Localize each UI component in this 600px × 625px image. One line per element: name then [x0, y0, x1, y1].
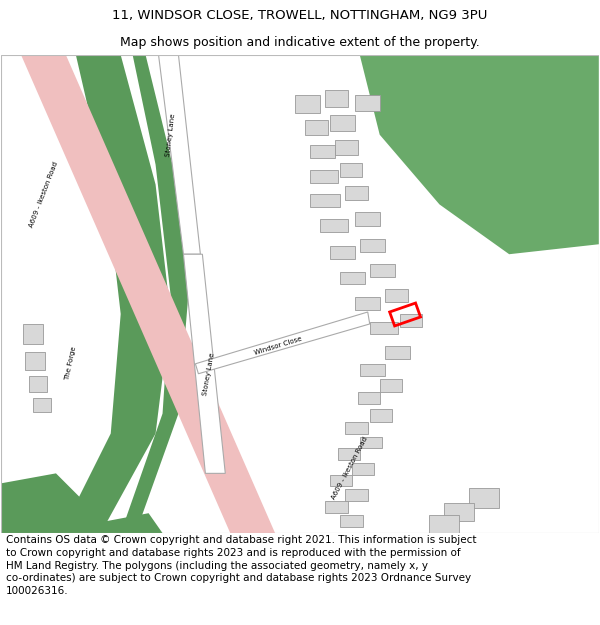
- Polygon shape: [445, 503, 475, 521]
- Polygon shape: [56, 55, 170, 533]
- Polygon shape: [305, 120, 328, 134]
- Polygon shape: [109, 55, 188, 533]
- Text: 11, WINDSOR CLOSE, TROWELL, NOTTINGHAM, NG9 3PU: 11, WINDSOR CLOSE, TROWELL, NOTTINGHAM, …: [112, 9, 488, 22]
- Text: The Forge: The Forge: [64, 346, 77, 381]
- Polygon shape: [158, 55, 200, 254]
- Polygon shape: [33, 398, 51, 412]
- Polygon shape: [352, 463, 374, 476]
- Polygon shape: [1, 473, 91, 533]
- Polygon shape: [184, 254, 225, 473]
- Polygon shape: [21, 55, 275, 533]
- Polygon shape: [340, 272, 365, 284]
- Polygon shape: [310, 144, 335, 158]
- Polygon shape: [370, 264, 395, 277]
- Polygon shape: [345, 489, 368, 501]
- Text: Stoney Lane: Stoney Lane: [202, 352, 215, 396]
- Polygon shape: [295, 95, 320, 112]
- Polygon shape: [29, 376, 47, 392]
- Polygon shape: [360, 239, 385, 252]
- Polygon shape: [196, 312, 370, 374]
- Polygon shape: [340, 515, 363, 527]
- Polygon shape: [385, 289, 407, 302]
- Polygon shape: [360, 436, 382, 449]
- Polygon shape: [310, 169, 338, 182]
- Polygon shape: [310, 194, 340, 208]
- Polygon shape: [345, 421, 368, 434]
- Polygon shape: [400, 314, 422, 327]
- Polygon shape: [340, 162, 362, 176]
- Polygon shape: [325, 90, 348, 107]
- Polygon shape: [330, 476, 352, 486]
- Text: Stoney Lane: Stoney Lane: [165, 112, 176, 157]
- Polygon shape: [23, 324, 43, 344]
- Polygon shape: [370, 409, 392, 421]
- Polygon shape: [360, 364, 385, 376]
- Polygon shape: [358, 392, 380, 404]
- Polygon shape: [355, 95, 380, 111]
- Polygon shape: [25, 352, 45, 370]
- Polygon shape: [360, 55, 599, 254]
- Polygon shape: [370, 322, 398, 334]
- Text: Windsor Close: Windsor Close: [254, 336, 302, 356]
- Polygon shape: [335, 139, 358, 154]
- Text: Map shows position and indicative extent of the property.: Map shows position and indicative extent…: [120, 36, 480, 49]
- Polygon shape: [385, 346, 410, 359]
- Polygon shape: [355, 213, 380, 226]
- Polygon shape: [325, 501, 348, 513]
- Polygon shape: [345, 186, 368, 201]
- Polygon shape: [469, 488, 499, 508]
- Polygon shape: [355, 297, 380, 310]
- Polygon shape: [338, 449, 360, 461]
- Text: A609 - Ikeston Road: A609 - Ikeston Road: [29, 161, 59, 228]
- Polygon shape: [330, 115, 355, 131]
- Text: Contains OS data © Crown copyright and database right 2021. This information is : Contains OS data © Crown copyright and d…: [6, 535, 476, 596]
- Polygon shape: [320, 219, 348, 232]
- Polygon shape: [330, 246, 355, 259]
- Text: A609 - Ikeston Road: A609 - Ikeston Road: [331, 436, 369, 501]
- Polygon shape: [380, 379, 401, 392]
- Polygon shape: [96, 513, 163, 533]
- Polygon shape: [430, 515, 460, 533]
